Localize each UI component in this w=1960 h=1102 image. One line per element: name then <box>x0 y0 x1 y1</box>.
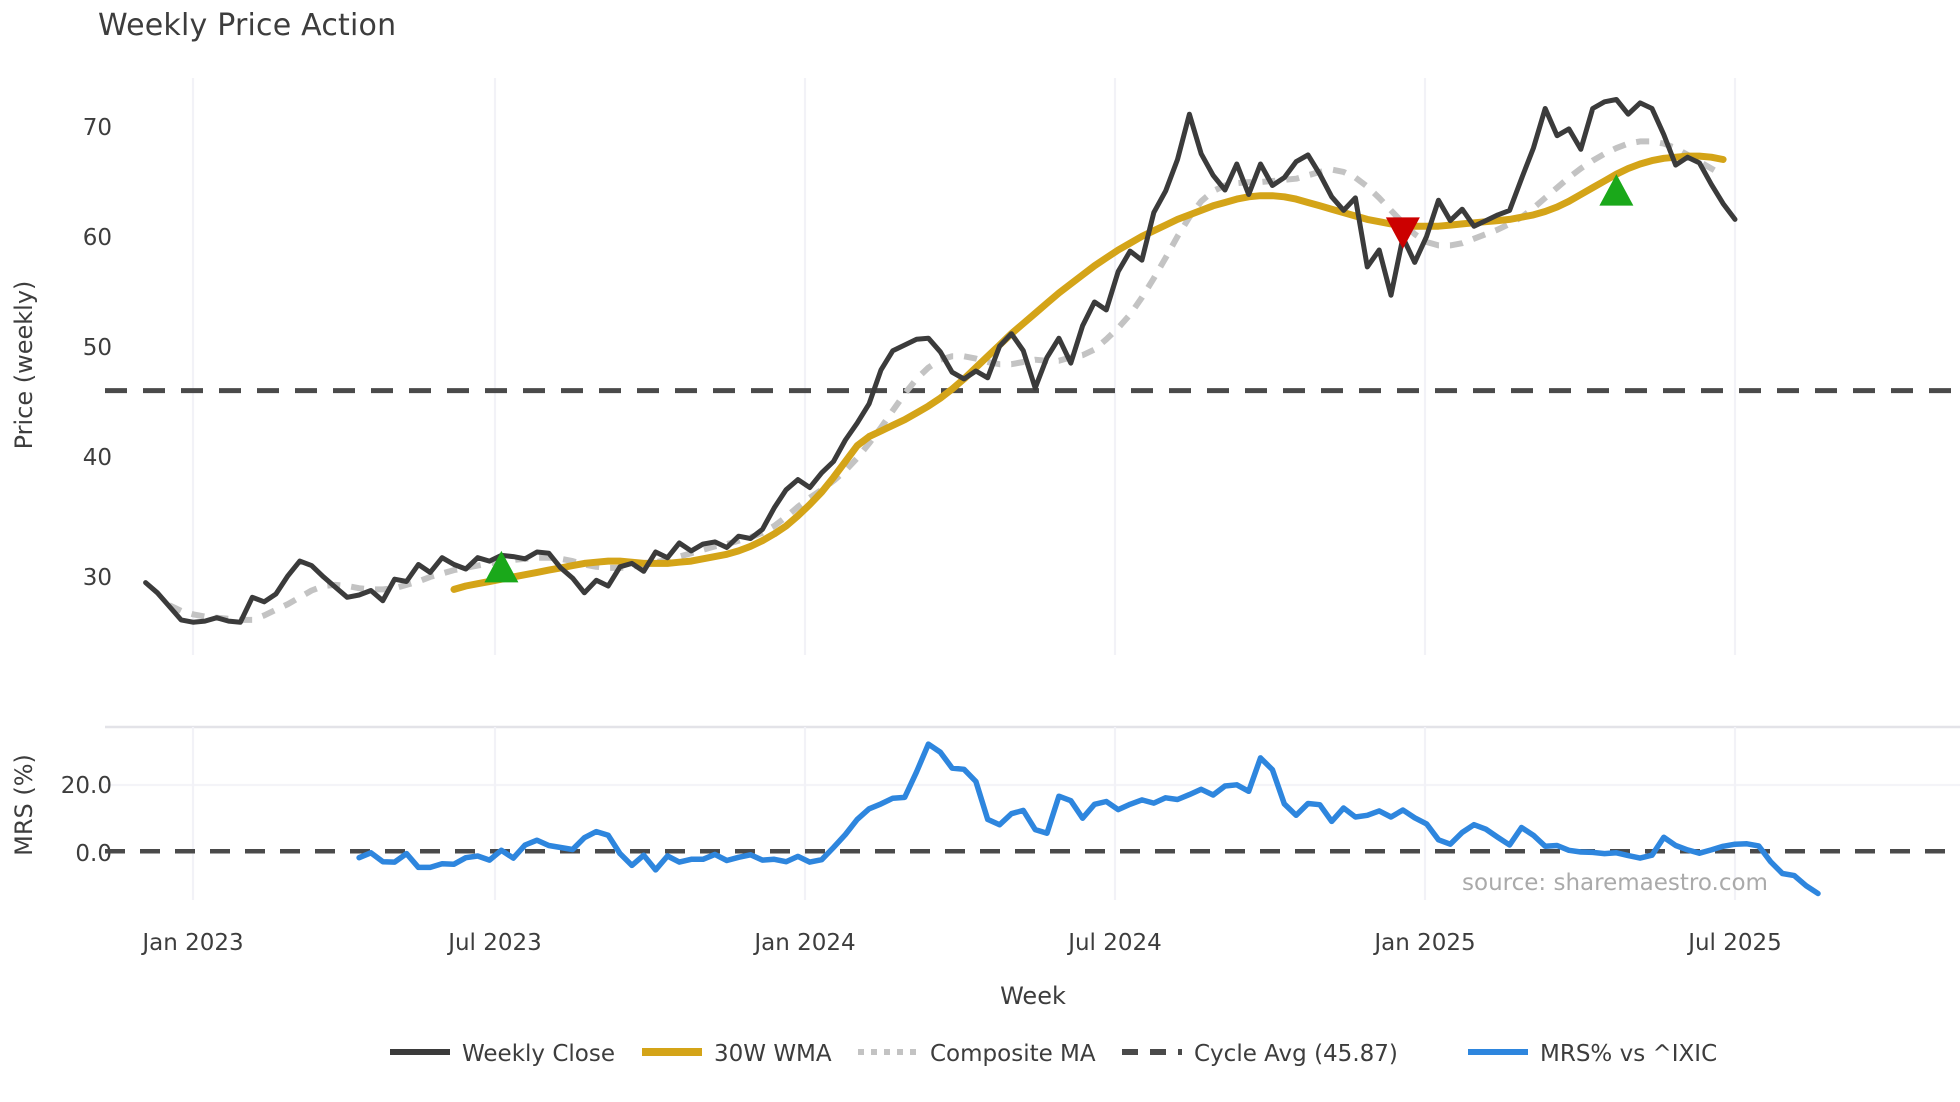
buy-signal-marker <box>484 550 519 583</box>
legend-label-composite-ma: Composite MA <box>930 1041 1096 1067</box>
xtick-jul-2023: Jul 2023 <box>446 930 542 956</box>
price-ytick-40: 40 <box>83 445 112 471</box>
xtick-jul-2024: Jul 2024 <box>1066 930 1162 956</box>
source-attribution: source: sharemaestro.com <box>1462 870 1768 896</box>
legend-label-wma: 30W WMA <box>714 1041 832 1067</box>
weekly-close-line <box>143 97 1738 625</box>
buy-signal-marker <box>1599 174 1634 206</box>
price-panel-gridlines <box>191 78 1737 655</box>
mrs-ytick-20: 20.0 <box>61 773 112 799</box>
price-y-axis-ticks: 70 60 50 40 30 <box>83 115 112 591</box>
mrs-y-axis-label: MRS (%) <box>10 754 38 856</box>
mrs-series-group <box>105 741 1960 897</box>
legend-label-mrs: MRS% vs ^IXIC <box>1540 1041 1717 1067</box>
price-ytick-70: 70 <box>83 115 112 141</box>
price-ytick-50: 50 <box>83 335 112 361</box>
mrs-y-axis-ticks: 20.0 0.0 <box>61 773 112 867</box>
xtick-jul-2025: Jul 2025 <box>1686 930 1782 956</box>
wma-line <box>450 152 1727 593</box>
legend-label-cycle-avg: Cycle Avg (45.87) <box>1194 1041 1398 1067</box>
signal-markers-group <box>484 174 1634 583</box>
mrs-panel-gridlines <box>105 725 1960 900</box>
xtick-jan-2025: Jan 2025 <box>1372 930 1475 956</box>
sell-signal-marker <box>1385 217 1420 249</box>
page-title: Weekly Price Action <box>98 8 397 43</box>
xtick-jan-2024: Jan 2024 <box>752 930 855 956</box>
price-ytick-30: 30 <box>83 565 112 591</box>
price-ytick-60: 60 <box>83 225 112 251</box>
composite-ma-line <box>167 138 1725 623</box>
x-axis-ticks: Jan 2023 Jul 2023 Jan 2024 Jul 2024 Jan … <box>140 930 1781 956</box>
mrs-ytick-0: 0.0 <box>75 841 112 867</box>
price-series-group <box>105 97 1960 625</box>
price-y-axis-label: Price (weekly) <box>10 281 38 450</box>
xtick-jan-2023: Jan 2023 <box>140 930 243 956</box>
chart-legend: Weekly Close 30W WMA Composite MA Cycle … <box>390 1041 1717 1067</box>
legend-label-weekly-close: Weekly Close <box>462 1041 615 1067</box>
x-axis-label: Week <box>1000 982 1066 1010</box>
mrs-line <box>356 741 1821 897</box>
